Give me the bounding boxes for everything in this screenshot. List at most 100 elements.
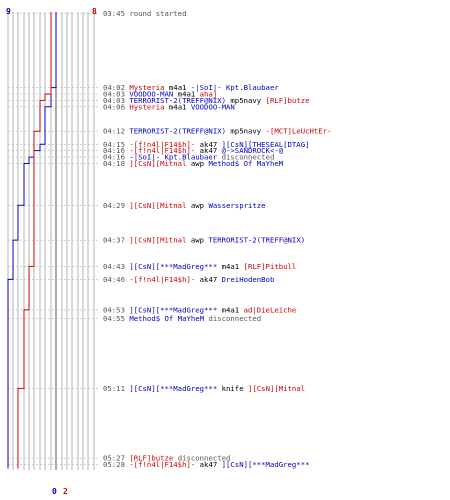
event-row: 04:37 ][CsN][Mitnal awp TERRORIST-2(TREF… [103, 236, 305, 245]
event-row: 04:12 TERRORIST-2(TREFF@NIX) mp5navy -[M… [103, 127, 331, 136]
event-text-part: ak47 [195, 275, 221, 284]
event-time: 04:43 [103, 262, 129, 271]
event-text-part: disconnected [173, 454, 230, 463]
event-text-part: Hysteria [129, 102, 164, 111]
event-text-part: -[MCT]LeUcHtEr- [266, 127, 332, 136]
event-text-part: ][CsN][***MadGreg*** [129, 305, 217, 314]
event-text-part: ][CsN][Mitnal [129, 201, 186, 210]
event-time: 04:37 [103, 236, 129, 245]
event-text-part: m4a1 [217, 262, 243, 271]
event-text-part: ak47 [195, 140, 221, 149]
event-row: 04:55 Method$ Of MaYheM disconnected [103, 314, 261, 323]
event-text-part: Method$ Of MaYheM [208, 159, 283, 168]
event-text-part: awp [186, 201, 208, 210]
event-text-part: awp [186, 159, 208, 168]
event-text-part: ][CsN][***MadGreg*** [129, 384, 217, 393]
event-time: 04:46 [103, 275, 129, 284]
event-text-part: round started [129, 9, 186, 18]
event-time: 04:53 [103, 305, 129, 314]
event-text-part: [RLF]Pitbull [244, 262, 297, 271]
event-row: 05:11 ][CsN][***MadGreg*** knife ][CsN][… [103, 384, 305, 393]
event-text-part: m4a1 [173, 90, 199, 99]
event-text-part: ][CsN][***MadGreg*** [222, 460, 310, 469]
event-row: 05:28 -[f!n4l|F14$h]- ak47 ][CsN][***Mad… [103, 460, 310, 469]
red-team-count-line [17, 12, 52, 468]
event-time: 04:06 [103, 102, 129, 111]
event-text-part: m4a1 [217, 305, 243, 314]
event-text-part: -[f!n4l|F14$h]- [129, 275, 195, 284]
team-count-lines [7, 12, 57, 468]
event-text-part: Method$ Of MaYheM [129, 314, 204, 323]
event-row: 04:18 ][CsN][Mitnal awp Method$ Of MaYhe… [103, 159, 284, 168]
event-text-part: m4a1 [165, 83, 191, 92]
event-text-part: m4a1 [165, 102, 191, 111]
event-row: 04:16 -|SoI|- Kpt.Blaubaer disconnected [103, 153, 274, 162]
event-text-part: ][CsN][***MadGreg*** [129, 262, 217, 271]
event-text-part: disconnected [204, 314, 261, 323]
event-text-part: TERRORIST-2(TREFF@NIX) [208, 236, 305, 245]
event-text-part: [RLF]butze [266, 96, 310, 105]
event-text-part: VOODOO-MAN [129, 90, 173, 99]
event-row: 05:27 [RLF]butze disconnected [103, 454, 230, 463]
event-text-part: [RLF]butze [129, 454, 173, 463]
event-row: 04:02 Mysteria m4a1 -|SoI|- Kpt.Blaubaer [103, 83, 279, 92]
event-text-part: TERRORIST-2(TREFF@NIX) [129, 96, 226, 105]
event-text-part: ][CsN][Mitnal [129, 236, 186, 245]
event-row: 04:03 TERRORIST-2(TREFF@NIX) mp5navy [RL… [103, 96, 310, 105]
event-row: 04:29 ][CsN][Mitnal awp Wasserspritze [103, 201, 266, 210]
event-time: 04:16 [103, 153, 129, 162]
event-time: 03:45 [103, 9, 129, 18]
event-text-part: ahaj [200, 90, 218, 99]
event-time: 05:27 [103, 454, 129, 463]
event-time: 04:15 [103, 140, 129, 149]
event-row: 04:46 -[f!n4l|F14$h]- ak47 DreiHodenBob [103, 275, 274, 284]
event-text-part: mp5navy [226, 96, 266, 105]
event-time: 04:55 [103, 314, 129, 323]
event-time: 04:03 [103, 96, 129, 105]
event-row: 04:15 -[f!n4l|F14$h]- ak47 ][CsN][THESEA… [103, 140, 310, 149]
blue-team-start-count: 9 [6, 7, 11, 16]
event-text-part: -|SoI|- Kpt.Blaubaer [129, 153, 217, 162]
event-text-part: ][CsN][Mitnal [248, 384, 305, 393]
event-text-part: ad|DieLeiche [244, 305, 297, 314]
event-text-part: ak47 [195, 460, 221, 469]
event-text-part: TERRORIST-2(TREFF@NIX) [129, 127, 226, 136]
event-time: 04:29 [103, 201, 129, 210]
event-text-part: ak47 [195, 146, 221, 155]
event-time: 04:03 [103, 90, 129, 99]
event-row: 04:53 ][CsN][***MadGreg*** m4a1 ad|DieLe… [103, 305, 296, 314]
event-text-part: @->SANDROCK<-@ [222, 146, 284, 155]
event-text-part: -[f!n4l|F14$h]- [129, 140, 195, 149]
event-text-part: VOODOO-MAN [191, 102, 235, 111]
event-row: 04:16 -[f!n4l|F14$h]- ak47 @->SANDROCK<-… [103, 146, 284, 155]
event-row: 04:03 VOODOO-MAN m4a1 ahaj [103, 90, 217, 99]
event-text-part: Mysteria [129, 83, 164, 92]
event-row: 04:43 ][CsN][***MadGreg*** m4a1 [RLF]Pit… [103, 262, 296, 271]
event-text-part: mp5navy [226, 127, 266, 136]
event-time: 04:18 [103, 159, 129, 168]
event-text-part: -[f!n4l|F14$h]- [129, 146, 195, 155]
event-text-part: ][CsN][THESEAL[DTAG] [222, 140, 310, 149]
event-text-part: -[f!n4l|F14$h]- [129, 460, 195, 469]
event-time: 05:11 [103, 384, 129, 393]
blue-team-count-line [7, 12, 57, 468]
event-row: 04:06 Hysteria m4a1 VOODOO-MAN [103, 102, 235, 111]
event-text-part: Wasserspritze [208, 201, 265, 210]
player-count-grid [7, 12, 100, 470]
event-time: 05:28 [103, 460, 129, 469]
event-text-part: awp [186, 236, 208, 245]
red-team-start-count: 8 [92, 7, 97, 16]
event-text-part: disconnected [217, 153, 274, 162]
blue-team-end-count: 0 [52, 487, 57, 496]
event-text-part: knife [217, 384, 248, 393]
event-log: 03:45 round started 04:02 Mysteria m4a1 -… [103, 9, 331, 469]
event-text-part: -|SoI|- Kpt.Blaubaer [191, 83, 279, 92]
event-text-part: ][CsN][Mitnal [129, 159, 186, 168]
event-text-part: DreiHodenBob [222, 275, 275, 284]
red-team-end-count: 2 [63, 487, 68, 496]
event-time: 04:16 [103, 146, 129, 155]
event-row: 03:45 round started [103, 9, 186, 18]
event-time: 04:02 [103, 83, 129, 92]
event-time: 04:12 [103, 127, 129, 136]
